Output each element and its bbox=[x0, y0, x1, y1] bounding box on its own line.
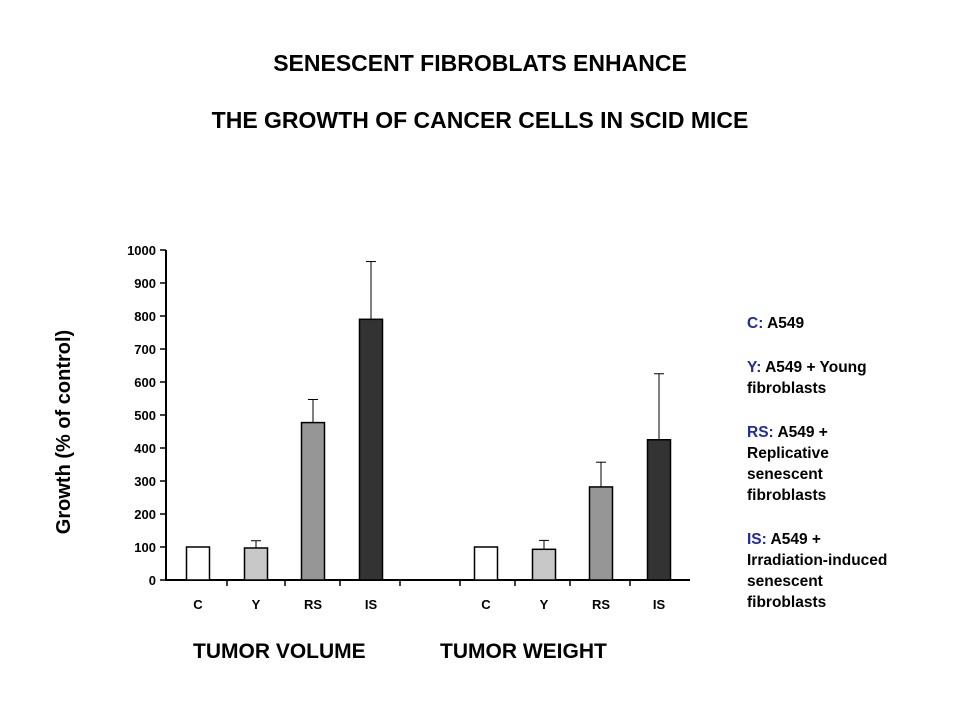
y-tick-label: 200 bbox=[134, 507, 156, 522]
bar-rs bbox=[300, 421, 326, 581]
y-tick-label: 600 bbox=[134, 375, 156, 390]
y-tick-label: 400 bbox=[134, 441, 156, 456]
x-category-label: Y bbox=[252, 597, 261, 612]
y-axis-label: Growth (% of control) bbox=[53, 330, 75, 534]
legend-text: A549 + Irradiation-induced senescent fib… bbox=[747, 531, 888, 611]
x-category-label: C bbox=[193, 597, 203, 612]
legend-item-is: IS: A549 + Irradiation-induced senescent… bbox=[747, 529, 947, 613]
chart-title-line-2: THE GROWTH OF CANCER CELLS IN SCID MICE bbox=[211, 107, 749, 133]
y-tick-label: 100 bbox=[134, 540, 156, 555]
x-category-label: Y bbox=[540, 597, 549, 612]
legend-text: A549 bbox=[767, 315, 805, 332]
legend-item-y: Y: A549 + Young fibroblasts bbox=[747, 357, 947, 399]
x-category-label: C bbox=[481, 597, 491, 612]
legend-text: A549 + Replicative senescent fibroblasts bbox=[747, 424, 829, 504]
y-tick-label: 700 bbox=[134, 342, 156, 357]
y-tick-label: 900 bbox=[134, 276, 156, 291]
y-tick-label: 800 bbox=[134, 309, 156, 324]
legend-text: A549 + Young fibroblasts bbox=[747, 359, 867, 397]
legend-key: IS: bbox=[747, 531, 767, 548]
bar-is bbox=[358, 318, 384, 581]
x-category-label: IS bbox=[653, 597, 666, 612]
bar-c bbox=[473, 546, 499, 581]
y-tick-label: 0 bbox=[149, 573, 156, 588]
x-category-label: RS bbox=[592, 597, 610, 612]
bar-y bbox=[531, 548, 557, 581]
group-label-tumor-weight: TUMOR WEIGHT bbox=[440, 640, 607, 663]
y-tick-label: 500 bbox=[134, 408, 156, 423]
x-category-label: IS bbox=[365, 597, 378, 612]
group-label-tumor-volume: TUMOR VOLUME bbox=[193, 640, 366, 663]
y-tick-label: 1000 bbox=[127, 243, 156, 258]
bar-c bbox=[185, 546, 211, 581]
bar-y bbox=[243, 547, 269, 581]
bar-rs bbox=[588, 486, 614, 581]
legend-item-rs: RS: A549 + Replicative senescent fibrobl… bbox=[747, 422, 947, 506]
x-category-label: RS bbox=[304, 597, 322, 612]
legend: C: A549 Y: A549 + Young fibroblasts RS: … bbox=[747, 313, 947, 636]
legend-key: Y: bbox=[747, 359, 762, 376]
chart-title-line-1: SENESCENT FIBROBLATS ENHANCE bbox=[273, 50, 687, 76]
bar-is bbox=[646, 439, 672, 581]
legend-item-c: C: A549 bbox=[747, 313, 947, 334]
legend-key: RS: bbox=[747, 424, 774, 441]
legend-key: C: bbox=[747, 315, 764, 332]
y-tick-label: 300 bbox=[134, 474, 156, 489]
